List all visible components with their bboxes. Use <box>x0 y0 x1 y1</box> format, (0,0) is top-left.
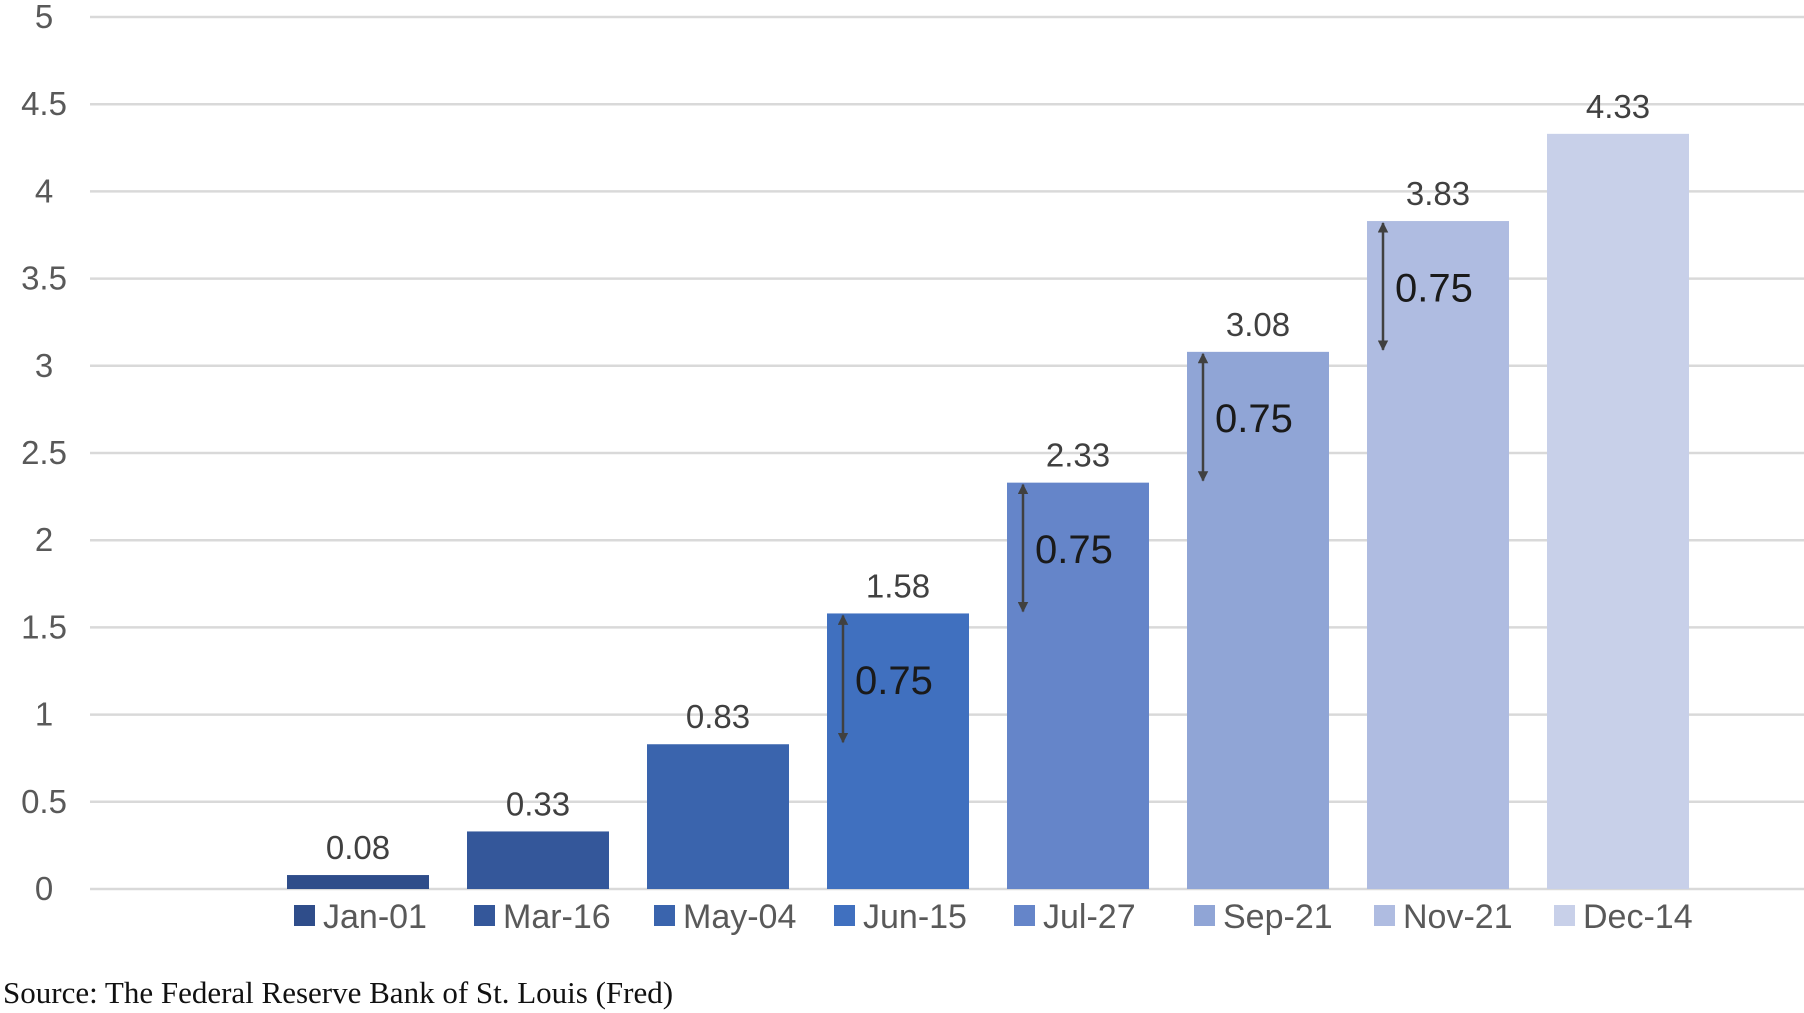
data-labels: 0.08 0.33 0.83 1.58 2.33 3.08 3.83 4.33 <box>326 88 1650 866</box>
legend-item-nov-21: Nov-21 <box>1374 898 1513 936</box>
y-tick-label: 2 <box>35 521 53 558</box>
y-tick-label: 3.5 <box>21 260 67 297</box>
bar-dec-14 <box>1547 133 1689 889</box>
y-tick-label: 4.5 <box>21 85 67 122</box>
delta-label-jul-27: 0.75 <box>1035 528 1113 572</box>
y-tick-label: 0 <box>35 870 53 907</box>
legend-label: Sep-21 <box>1223 898 1333 936</box>
difference-annotations: 0.75 0.75 0.75 0.75 <box>837 221 1473 744</box>
legend-swatch <box>294 905 315 926</box>
bars <box>287 133 1689 890</box>
bar-jan-01 <box>287 875 429 889</box>
legend-item-may-04: May-04 <box>654 898 796 936</box>
legend-label: Jan-01 <box>323 898 427 936</box>
legend-label: May-04 <box>683 898 796 936</box>
legend-item-jan-01: Jan-01 <box>294 898 427 936</box>
y-tick-label: 2.5 <box>21 434 67 471</box>
legend-label: Jun-15 <box>863 898 967 936</box>
legend-label: Nov-21 <box>1403 898 1513 936</box>
data-label-jul-27: 2.33 <box>1046 437 1110 474</box>
delta-label-sep-21: 0.75 <box>1215 397 1293 441</box>
legend-item-jul-27: Jul-27 <box>1014 898 1136 936</box>
bar-nov-21 <box>1367 221 1509 890</box>
legend-swatch <box>1014 905 1035 926</box>
legend-swatch <box>1194 905 1215 926</box>
bar-mar-16 <box>467 831 609 889</box>
gridlines <box>90 15 1804 891</box>
legend-item-dec-14: Dec-14 <box>1554 898 1693 936</box>
delta-label-nov-21: 0.75 <box>1395 266 1473 310</box>
y-tick-label: 1 <box>35 696 53 733</box>
y-axis-ticks: 0 0.5 1 1.5 2 2.5 3 3.5 4 4.5 5 <box>21 0 67 907</box>
legend-swatch <box>654 905 675 926</box>
data-label-dec-14: 4.33 <box>1586 88 1650 125</box>
data-label-mar-16: 0.33 <box>506 785 570 822</box>
bar-jul-27 <box>1007 482 1149 889</box>
y-tick-label: 3 <box>35 347 53 384</box>
data-label-jun-15: 1.58 <box>866 567 930 604</box>
y-tick-label: 1.5 <box>21 608 67 645</box>
bar-jun-15 <box>827 613 969 889</box>
legend-swatch <box>834 905 855 926</box>
y-tick-label: 4 <box>35 172 53 209</box>
legend-swatch <box>1374 905 1395 926</box>
data-label-jan-01: 0.08 <box>326 829 390 866</box>
delta-label-jun-15: 0.75 <box>855 659 933 703</box>
y-tick-label: 5 <box>35 0 53 35</box>
y-tick-label: 0.5 <box>21 783 67 820</box>
legend-item-sep-21: Sep-21 <box>1194 898 1333 936</box>
legend-label: Jul-27 <box>1043 898 1136 936</box>
legend-label: Mar-16 <box>503 898 611 936</box>
bar-sep-21 <box>1187 351 1329 889</box>
legend-label: Dec-14 <box>1583 898 1693 936</box>
source-note: Source: The Federal Reserve Bank of St. … <box>3 975 674 1010</box>
legend-item-mar-16: Mar-16 <box>474 898 611 936</box>
data-label-sep-21: 3.08 <box>1226 306 1290 343</box>
legend-swatch <box>474 905 495 926</box>
legend: Jan-01 Mar-16 May-04 Jun-15 Jul-27 Sep-21 Nov-… <box>294 898 1693 936</box>
bar-may-04 <box>647 744 789 889</box>
data-label-nov-21: 3.83 <box>1406 175 1470 212</box>
legend-item-jun-15: Jun-15 <box>834 898 967 936</box>
legend-swatch <box>1554 905 1575 926</box>
data-label-may-04: 0.83 <box>686 698 750 735</box>
